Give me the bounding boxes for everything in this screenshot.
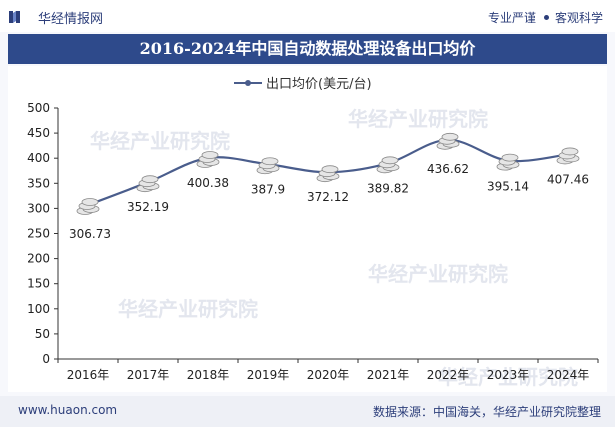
slogan-1: 专业严谨	[487, 11, 536, 25]
y-tick-label: 200	[27, 252, 50, 266]
coin-stack-icon	[316, 165, 340, 183]
coin-stack-icon	[76, 198, 100, 215]
data-label: 306.73	[69, 227, 111, 241]
x-tick-label: 2017年	[127, 368, 170, 382]
slogan-2: 客观科学	[554, 11, 603, 25]
coin-stack-icon	[136, 175, 160, 193]
x-tick-label: 2019年	[247, 368, 290, 382]
x-tick-label: 2023年	[487, 368, 530, 382]
data-label: 407.46	[547, 172, 589, 186]
y-tick-label: 350	[27, 176, 50, 190]
coin-stack-icon	[496, 153, 520, 171]
y-tick-label: 300	[27, 201, 50, 215]
watermark-text: 华经产业研究院	[118, 297, 258, 321]
chart-title: 2016-2024年中国自动数据处理设备出口均价	[139, 39, 476, 58]
watermark-text: 华经产业研究院	[368, 262, 508, 286]
brand-name: 华经情报网	[38, 12, 104, 27]
watermark-text: 华经产业研究院	[438, 365, 578, 389]
coin-stack-icon	[436, 132, 460, 150]
legend-label: 出口均价(美元/台)	[266, 77, 372, 92]
dot-icon	[543, 15, 549, 20]
y-tick-label: 400	[27, 151, 50, 165]
coin-stack-icon	[196, 151, 220, 168]
x-tick-label: 2016年	[67, 368, 110, 382]
data-label: 389.82	[367, 181, 409, 195]
data-label: 395.14	[487, 180, 529, 194]
y-tick-label: 150	[27, 277, 50, 291]
watermark-text: 华经产业研究院	[348, 107, 488, 131]
y-tick-label: 100	[27, 302, 50, 316]
coin-stack-icon	[376, 156, 400, 174]
x-tick-label: 2021年	[367, 368, 410, 382]
y-tick-label: 500	[27, 101, 50, 115]
x-tick-label: 2022年	[427, 368, 470, 382]
watermark-text: 华经产业研究院	[90, 129, 230, 153]
x-tick-label: 2018年	[187, 368, 230, 382]
data-label: 400.38	[187, 176, 229, 190]
footer-website[interactable]: www.huaon.com	[18, 403, 118, 417]
x-tick-label: 2024年	[547, 368, 590, 382]
y-tick-label: 50	[35, 327, 50, 341]
title-bar: 2016-2024年中国自动数据处理设备出口均价	[8, 34, 607, 64]
coin-stack-icon	[256, 157, 280, 175]
x-tick-label: 2020年	[307, 368, 350, 382]
data-label: 372.12	[307, 190, 349, 204]
chart-area: 华经产业研究院 华经产业研究院 华经产业研究院 华经产业研究院 华经产业研究院 出口均价(…	[8, 66, 607, 392]
line-chart: 华经产业研究院华经产业研究院华经产业研究院华经产业研究院华经产业研究院出口均价(…	[27, 77, 599, 389]
data-label: 352.19	[127, 200, 169, 214]
data-label: 387.9	[251, 182, 285, 196]
coin-stack-icon	[556, 147, 580, 165]
y-tick-label: 250	[27, 227, 50, 241]
y-tick-label: 450	[27, 126, 50, 140]
data-label: 436.62	[427, 162, 469, 176]
legend-dot-marker	[245, 80, 251, 86]
slogan: 专业严谨 客观科学	[488, 9, 603, 26]
brand-logo-icon	[9, 11, 20, 23]
footer: www.huaon.com 数据来源：中国海关，华经产业研究院整理	[0, 396, 615, 427]
y-tick-label: 0	[42, 352, 50, 366]
top-bar: 华经情报网 专业严谨 客观科学	[0, 0, 615, 32]
footer-source: 数据来源：中国海关，华经产业研究院整理	[372, 405, 601, 419]
